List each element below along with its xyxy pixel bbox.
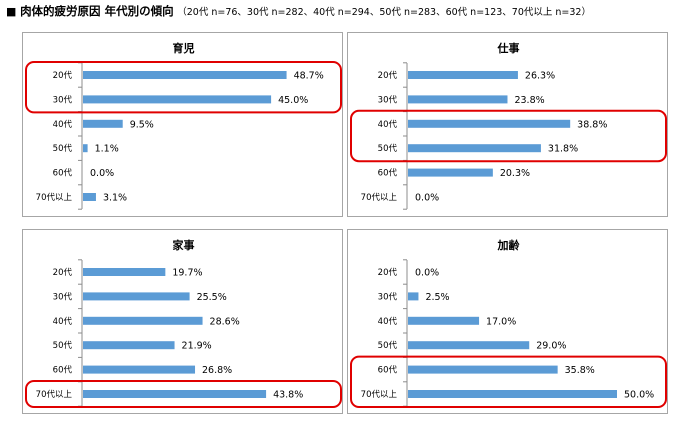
data-label: 50.0%	[624, 390, 654, 401]
chart-svg: 仕事 20代 26.3% 30代 23.8% 40代 38.8% 50代 31.8% 60代 20.…	[350, 41, 667, 210]
data-label: 45.0%	[278, 95, 308, 106]
data-label: 0.0%	[90, 168, 114, 179]
category-label: 70代以上	[36, 192, 73, 203]
data-label: 26.8%	[202, 365, 232, 376]
bar	[408, 316, 480, 325]
chart-svg: 育児 20代 48.7% 30代 45.0% 40代 9.5% 50代 1.1% 60代 0.0% 7…	[25, 41, 342, 210]
category-label: 50代	[378, 143, 398, 154]
category-label: 40代	[378, 316, 398, 327]
title-marker: ■	[6, 5, 17, 18]
category-label: 30代	[378, 94, 398, 105]
category-label: 30代	[378, 291, 398, 302]
category-label: 70代以上	[36, 389, 73, 400]
bar	[408, 341, 530, 350]
title-sample-sizes: （20代 n=76、30代 n=282、40代 n=294、50代 n=283、…	[177, 7, 591, 18]
category-label: 60代	[53, 365, 73, 376]
data-label: 35.8%	[565, 365, 595, 376]
data-label: 19.7%	[172, 268, 202, 279]
data-label: 31.8%	[548, 144, 578, 155]
data-label: 9.5%	[130, 119, 154, 130]
bar	[83, 390, 267, 398]
chart-title: 仕事	[497, 41, 520, 55]
category-label: 70代以上	[361, 389, 398, 400]
data-label: 1.1%	[95, 144, 119, 155]
bar	[83, 365, 196, 374]
data-label: 28.6%	[210, 316, 240, 327]
category-label: 60代	[378, 365, 398, 376]
data-label: 43.8%	[273, 390, 303, 401]
data-label: 38.8%	[577, 119, 607, 130]
category-label: 50代	[53, 143, 73, 154]
data-label: 48.7%	[294, 71, 324, 82]
chart-panel-childcare: 育児 20代 48.7% 30代 45.0% 40代 9.5% 50代 1.1% 60代 0.0% 7…	[22, 32, 343, 217]
title-main: 肉体的疲労原因 年代別の傾向	[20, 4, 174, 18]
data-label: 23.8%	[514, 95, 544, 106]
chart-svg: 加齢 20代 0.0% 30代 2.5% 40代 17.0% 50代 29.0% 60代 35.8%…	[350, 238, 667, 408]
highlight-box	[25, 61, 342, 114]
chart-panel-housework: 家事 20代 19.7% 30代 25.5% 40代 28.6% 50代 21.9% 60代 26.…	[22, 229, 343, 414]
data-label: 21.9%	[182, 341, 212, 352]
category-label: 20代	[53, 267, 73, 278]
category-label: 40代	[378, 119, 398, 130]
category-label: 20代	[378, 70, 398, 81]
category-label: 70代以上	[361, 192, 398, 203]
data-label: 3.1%	[103, 193, 127, 204]
bar	[83, 193, 96, 201]
highlight-box	[350, 355, 667, 408]
category-label: 40代	[53, 316, 73, 327]
bar	[83, 316, 203, 325]
category-label: 20代	[378, 267, 398, 278]
bar	[83, 71, 287, 79]
chart-svg: 家事 20代 19.7% 30代 25.5% 40代 28.6% 50代 21.9% 60代 26.…	[25, 238, 342, 408]
category-label: 30代	[53, 291, 73, 302]
data-label: 2.5%	[425, 292, 449, 303]
bar	[83, 268, 166, 276]
highlight-box	[25, 380, 342, 408]
category-label: 50代	[53, 340, 73, 351]
chart-title: 育児	[173, 41, 195, 55]
highlight-box	[350, 109, 667, 163]
category-label: 30代	[53, 94, 73, 105]
bar	[408, 119, 571, 128]
chart-title: 加齢	[497, 238, 521, 252]
bar	[83, 341, 175, 350]
bar	[408, 390, 617, 398]
data-label: 26.3%	[525, 71, 555, 82]
page-title: ■ 肉体的疲労原因 年代別の傾向 （20代 n=76、30代 n=282、40代…	[6, 3, 591, 19]
category-label: 60代	[378, 168, 398, 179]
bar	[408, 71, 518, 79]
data-label: 0.0%	[415, 193, 439, 204]
bar	[83, 144, 88, 153]
bar	[408, 292, 419, 301]
bar	[83, 292, 190, 301]
category-label: 20代	[53, 70, 73, 81]
category-label: 60代	[53, 168, 73, 179]
data-label: 25.5%	[197, 292, 227, 303]
bar	[83, 95, 272, 104]
category-label: 50代	[378, 340, 398, 351]
bar	[408, 144, 541, 153]
bar	[408, 168, 493, 177]
data-label: 0.0%	[415, 268, 439, 279]
chart-panel-work: 仕事 20代 26.3% 30代 23.8% 40代 38.8% 50代 31.8% 60代 20.…	[347, 32, 668, 217]
category-label: 40代	[53, 119, 73, 130]
chart-title: 家事	[173, 238, 195, 252]
bar	[408, 365, 558, 374]
bar	[83, 119, 123, 128]
data-label: 29.0%	[536, 341, 566, 352]
chart-panel-aging: 加齢 20代 0.0% 30代 2.5% 40代 17.0% 50代 29.0% 60代 35.8%…	[347, 229, 668, 414]
data-label: 17.0%	[486, 316, 516, 327]
data-label: 20.3%	[500, 168, 530, 179]
bar	[408, 95, 508, 104]
